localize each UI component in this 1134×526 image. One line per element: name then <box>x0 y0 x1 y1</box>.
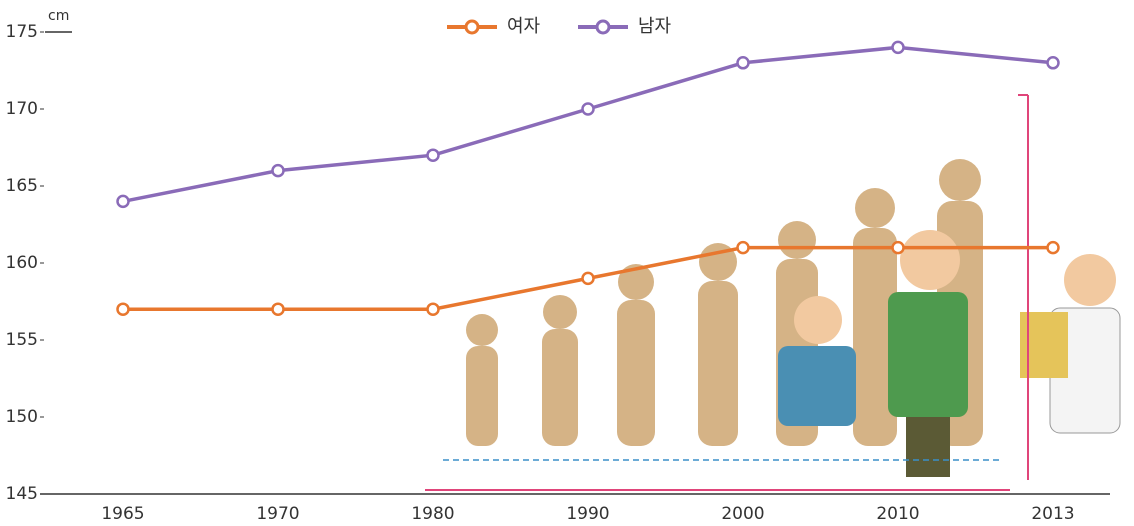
x-tick-label: 2013 <box>1031 504 1074 524</box>
silhouette <box>466 314 498 446</box>
point <box>271 302 285 316</box>
y-tick-label: 175 <box>6 22 38 42</box>
silhouette <box>542 295 578 446</box>
kids-illustration <box>778 230 1121 477</box>
point <box>1046 56 1060 70</box>
silhouette <box>853 188 897 446</box>
y-tick-label: 155 <box>6 330 38 350</box>
y-tick-label: 170 <box>6 99 38 119</box>
point <box>426 148 440 162</box>
legend-label: 남자 <box>638 16 672 37</box>
legend-item: 여자 <box>447 16 541 37</box>
legend-item: 남자 <box>578 16 672 37</box>
legend-label: 여자 <box>507 16 541 37</box>
point <box>891 40 905 55</box>
point <box>271 163 285 178</box>
x-tick-label: 1990 <box>566 504 609 524</box>
point <box>581 102 595 116</box>
x-tick-label: 2010 <box>876 504 919 524</box>
point <box>1046 240 1060 255</box>
ruler <box>425 94 1029 491</box>
y-tick-label: 165 <box>6 176 38 196</box>
series-line <box>122 45 1054 204</box>
point <box>736 240 750 255</box>
point <box>891 240 905 255</box>
x-tick-label: 1980 <box>411 504 454 524</box>
y-tick-label: 160 <box>6 253 38 273</box>
legend-marker <box>464 19 480 35</box>
silhouette <box>617 264 655 446</box>
point <box>581 271 595 286</box>
legend-marker <box>595 19 611 35</box>
y-tick-label: 145 <box>6 484 38 504</box>
point <box>736 56 750 70</box>
y-tick-label: 150 <box>6 407 38 427</box>
point <box>426 302 440 316</box>
point <box>116 302 130 316</box>
x-tick-label: 2000 <box>721 504 764 524</box>
x-tick-label: 1965 <box>101 504 144 524</box>
y-unit: cm <box>48 8 69 24</box>
silhouette <box>698 243 738 446</box>
point <box>116 194 130 209</box>
x-tick-label: 1970 <box>256 504 299 524</box>
